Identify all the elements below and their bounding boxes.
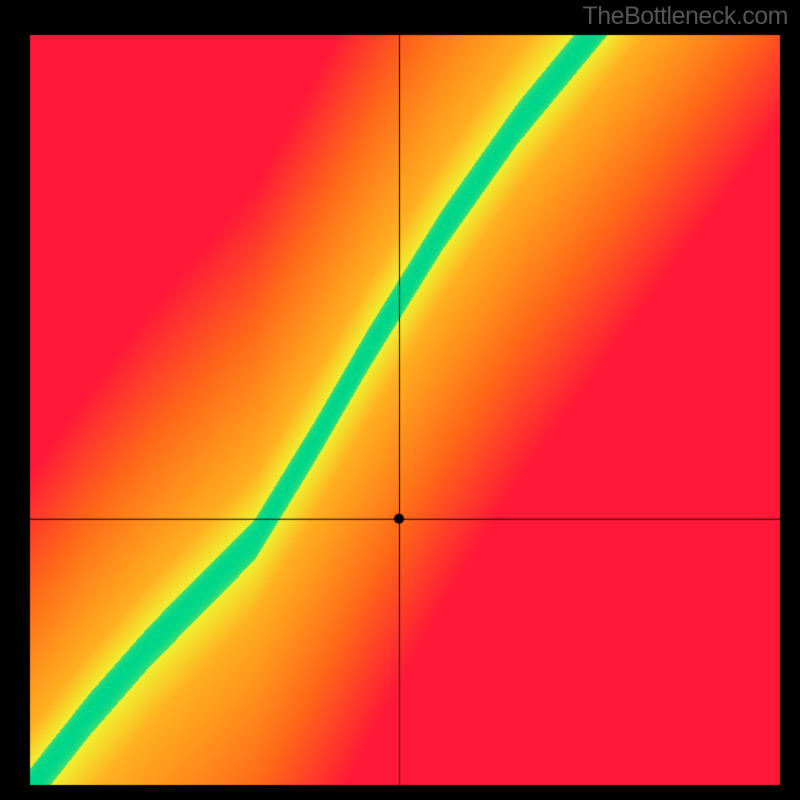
bottleneck-heatmap: TheBottleneck.com: [0, 0, 800, 800]
watermark-text: TheBottleneck.com: [583, 2, 789, 31]
heatmap-canvas: [0, 0, 800, 800]
